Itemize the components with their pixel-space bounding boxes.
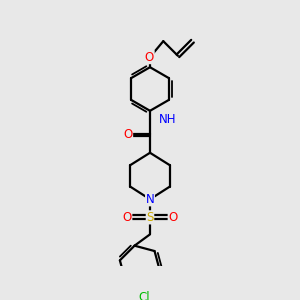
Text: O: O bbox=[123, 128, 133, 141]
Text: S: S bbox=[146, 211, 154, 224]
Text: O: O bbox=[168, 211, 178, 224]
Text: O: O bbox=[145, 51, 154, 64]
Text: O: O bbox=[122, 211, 132, 224]
Text: Cl: Cl bbox=[138, 291, 150, 300]
Text: NH: NH bbox=[158, 112, 176, 125]
Text: N: N bbox=[146, 193, 154, 206]
